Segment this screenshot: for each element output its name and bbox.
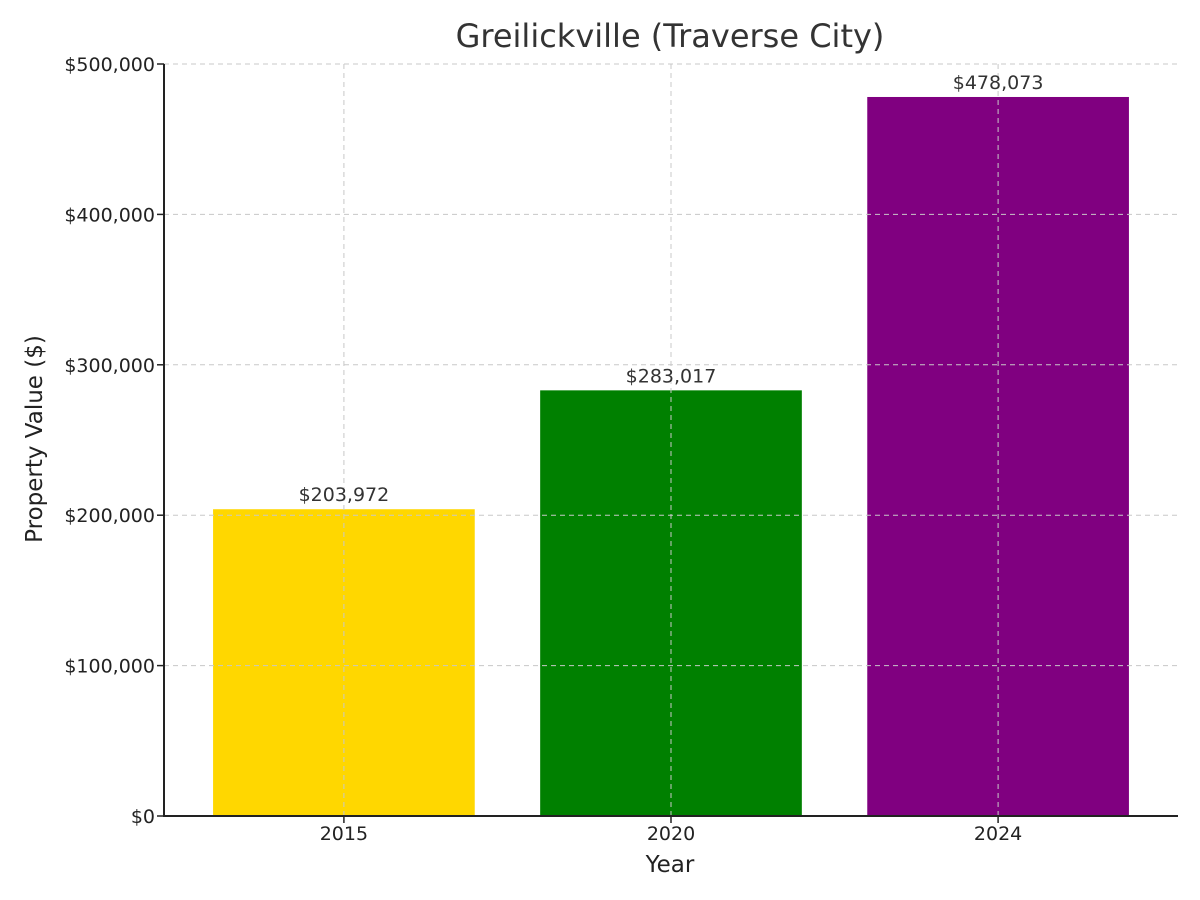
y-tick-label: $300,000	[64, 355, 155, 377]
y-axis-label: Property Value ($)	[22, 335, 48, 543]
x-tick-label: 2015	[320, 823, 368, 845]
y-tick-label: $0	[131, 806, 155, 828]
y-tick-label: $400,000	[64, 204, 155, 226]
data-label-2015: $203,972	[299, 484, 390, 506]
data-labels: $203,972 $283,017 $478,073	[299, 72, 1044, 506]
y-tick-label: $100,000	[64, 656, 155, 678]
y-tick-label: $200,000	[64, 505, 155, 527]
chart-title: Greilickville (Traverse City)	[456, 17, 885, 55]
bar-2024	[867, 96, 1129, 816]
x-axis-label: Year	[645, 852, 695, 878]
x-tick-label: 2024	[974, 823, 1022, 845]
x-tick-label: 2020	[647, 823, 695, 845]
x-ticks: 2015 2020 2024	[320, 816, 1022, 845]
gridlines	[164, 63, 1178, 816]
bars	[213, 96, 1129, 816]
y-tick-label: $500,000	[64, 54, 155, 76]
data-label-2020: $283,017	[626, 365, 717, 387]
y-ticks: $0 $100,000 $200,000 $300,000 $400,000 $500,0…	[64, 54, 164, 828]
data-label-2024: $478,073	[953, 72, 1044, 94]
